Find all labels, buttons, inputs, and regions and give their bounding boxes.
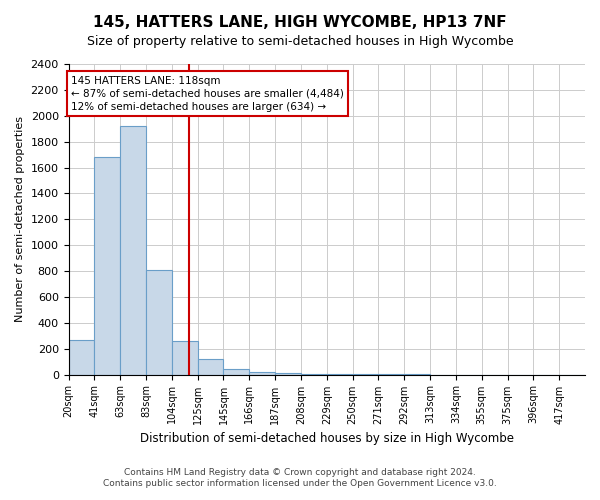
Text: 145, HATTERS LANE, HIGH WYCOMBE, HP13 7NF: 145, HATTERS LANE, HIGH WYCOMBE, HP13 7N… [93, 15, 507, 30]
Bar [120, 126, 146, 374]
Bar [197, 359, 223, 374]
Bar [249, 372, 275, 374]
X-axis label: Distribution of semi-detached houses by size in High Wycombe: Distribution of semi-detached houses by … [140, 432, 514, 445]
Y-axis label: Number of semi-detached properties: Number of semi-detached properties [15, 116, 25, 322]
Bar [146, 270, 172, 374]
Text: Contains HM Land Registry data © Crown copyright and database right 2024.
Contai: Contains HM Land Registry data © Crown c… [103, 468, 497, 487]
Bar [172, 341, 197, 374]
Bar [223, 370, 249, 374]
Text: 145 HATTERS LANE: 118sqm
← 87% of semi-detached houses are smaller (4,484)
12% o: 145 HATTERS LANE: 118sqm ← 87% of semi-d… [71, 76, 344, 112]
Bar [94, 157, 120, 374]
Bar [68, 340, 94, 374]
Text: Size of property relative to semi-detached houses in High Wycombe: Size of property relative to semi-detach… [86, 35, 514, 48]
